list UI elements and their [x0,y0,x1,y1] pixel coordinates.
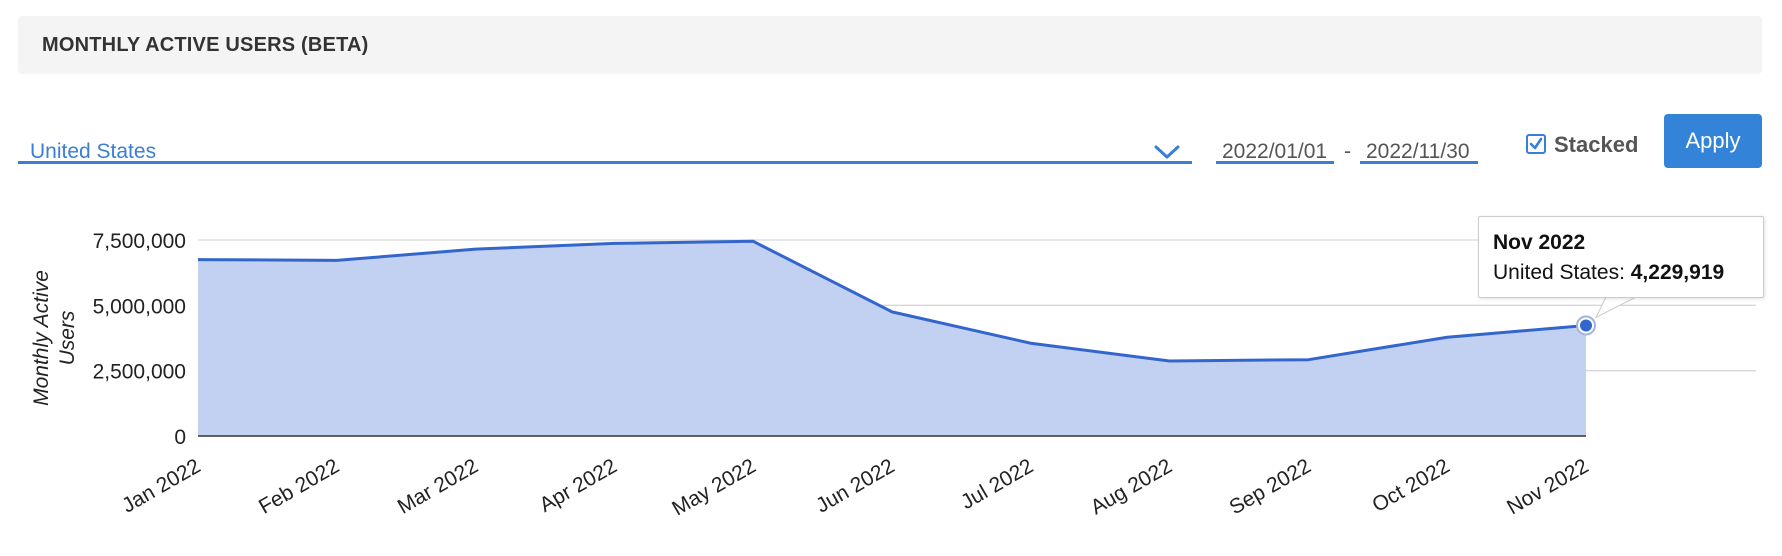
y-axis-title-line: Monthly Active [30,270,53,406]
panel-header: MONTHLY ACTIVE USERS (BETA) [18,16,1762,74]
country-select[interactable]: United States [18,120,1192,164]
filter-bar: United States 2022/01/01 - 2022/11/30 St… [0,110,1782,180]
panel-title: MONTHLY ACTIVE USERS (BETA) [42,34,369,56]
date-range-separator: - [1344,140,1351,163]
x-tick-label: Sep 2022 [1226,454,1315,519]
stacked-label: Stacked [1554,132,1639,157]
chevron-down-icon [1154,145,1180,159]
apply-button[interactable]: Apply [1664,114,1762,168]
stacked-checkbox[interactable] [1526,134,1546,154]
y-tick-label: 5,000,000 [93,295,186,318]
tooltip-value: 4,229,919 [1630,261,1725,284]
x-tick-label: Jun 2022 [812,454,898,517]
series-line-united-states [197,239,1587,363]
x-tick-label: Aug 2022 [1087,454,1176,519]
tooltip-line: United States: 4,229,919 [1493,261,1724,285]
x-tick-label: Oct 2022 [1368,454,1453,517]
x-tick-label: Jul 2022 [957,454,1037,514]
y-axis-title: Monthly Active Users [30,270,79,406]
tooltip-pointer [1594,296,1637,319]
x-tick-label: Mar 2022 [394,454,482,518]
chart-tooltip: Nov 2022 United States: 4,229,919 [1478,216,1764,298]
y-tick-label: 0 [174,426,186,449]
end-date-input[interactable]: 2022/11/30 [1360,120,1478,164]
start-date-input[interactable]: 2022/01/01 [1216,120,1334,164]
y-axis-ticks: 0 2,500,000 5,000,000 7,500,000 [93,230,186,449]
x-tick-label: May 2022 [668,454,759,520]
x-axis-ticks: Jan 2022 Feb 2022 Mar 2022 Apr 2022 May 2022… [118,454,1592,520]
tooltip-title: Nov 2022 [1493,231,1586,254]
x-tick-label: Nov 2022 [1503,454,1592,519]
y-tick-label: 2,500,000 [93,361,186,384]
series-area-united-states [198,241,1586,436]
checkmark-icon [1529,137,1543,150]
y-axis-title-line: Users [56,310,79,365]
end-date-value: 2022/11/30 [1366,140,1470,163]
tooltip-series-label: United States: [1493,261,1625,284]
highlight-point[interactable] [1580,319,1592,332]
x-tick-label: Jan 2022 [118,454,204,517]
x-tick-label: Feb 2022 [255,454,343,518]
y-tick-label: 7,500,000 [93,230,186,253]
series-points [1576,315,1596,336]
start-date-value: 2022/01/01 [1222,140,1328,163]
country-select-value: United States [30,140,157,163]
x-tick-label: Apr 2022 [536,454,621,517]
